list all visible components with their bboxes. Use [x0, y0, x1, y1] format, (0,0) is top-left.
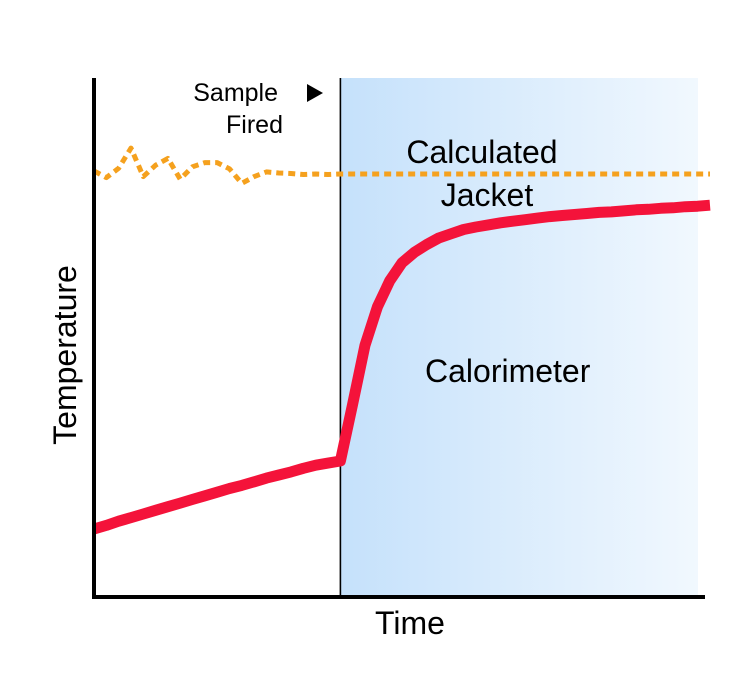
series-line-calorimeter — [92, 199, 711, 535]
annotation-line1: Sample — [193, 79, 278, 107]
series-layer — [92, 145, 711, 535]
x-axis-label: Time — [375, 605, 445, 641]
series-label-jacket-line1: Calculated — [406, 134, 557, 170]
right-triangle-icon — [307, 84, 323, 102]
y-axis-label: Temperature — [47, 265, 83, 445]
post-fire-shaded-region — [340, 78, 698, 597]
series-label-jacket-line2: Jacket — [441, 177, 534, 213]
series-line-calculated-jacket — [92, 145, 710, 186]
series-label-calorimeter: Calorimeter — [425, 353, 591, 389]
annotation-line2: Fired — [226, 111, 283, 139]
